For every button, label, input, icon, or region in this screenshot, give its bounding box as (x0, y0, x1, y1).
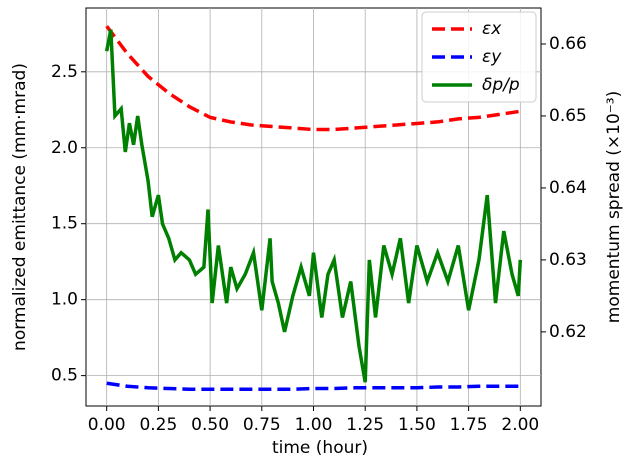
data-line (104, 29, 523, 383)
x-tick-label: 1.75 (450, 415, 488, 435)
y-axis-label: normalized emittance (mm·mrad) (10, 63, 30, 351)
x-tick-label: 0.00 (88, 415, 126, 435)
x-tick-label: 0.75 (243, 415, 281, 435)
y-tick-label: 2.0 (51, 138, 78, 158)
legend-box (421, 11, 537, 103)
legend-label: δp/p (482, 75, 520, 95)
y2-tick-label: 0.64 (549, 178, 587, 198)
y-tick-label: 1.0 (51, 290, 78, 310)
x-tick-label: 0.25 (139, 415, 177, 435)
y2-tick-label: 0.62 (549, 322, 587, 342)
y2-tick-label: 0.66 (549, 34, 587, 54)
data-line (106, 381, 521, 392)
x-tick-label: 1.50 (398, 415, 436, 435)
y2-tick-label: 0.63 (549, 250, 587, 270)
y-tick-label: 2.5 (51, 62, 78, 82)
y-tick-label: 1.5 (51, 214, 78, 234)
x-axis-label: time (hour) (272, 438, 368, 458)
legend-label: εy (482, 47, 502, 67)
y-tick-label: 0.5 (51, 366, 78, 386)
x-tick-label: 0.50 (191, 415, 229, 435)
y2-axis-label: momentum spread (×10⁻³) (604, 91, 624, 323)
y2-tick-label: 0.65 (549, 106, 587, 126)
data-line (105, 25, 521, 132)
x-tick-label: 2.00 (501, 415, 539, 435)
legend-label: εx (482, 19, 502, 39)
x-tick-label: 1.00 (295, 415, 333, 435)
x-tick-label: 1.25 (346, 415, 384, 435)
